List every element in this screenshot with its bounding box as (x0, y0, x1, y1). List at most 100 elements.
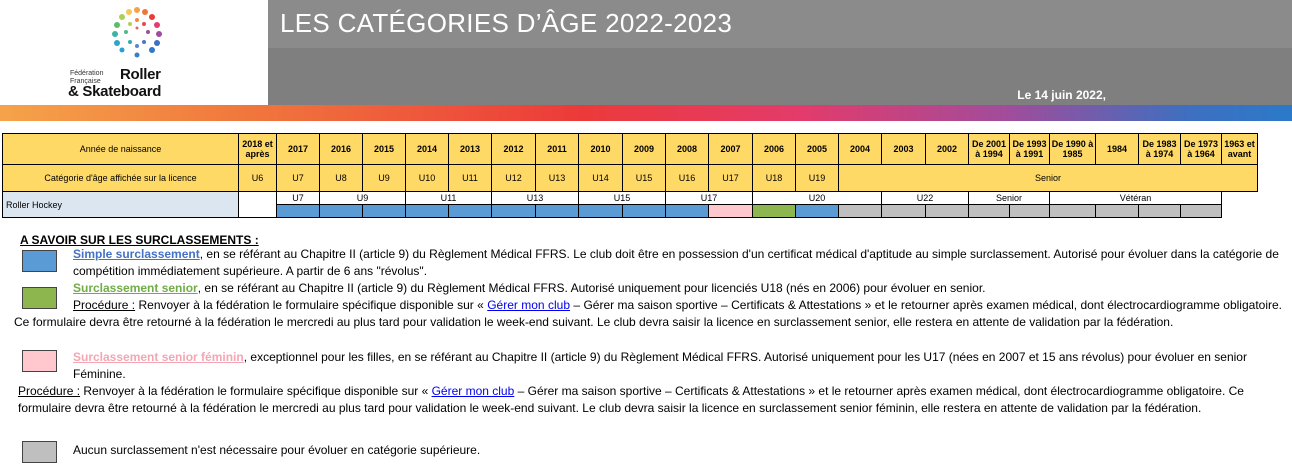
gerer-mon-club-link-2[interactable]: Gérer mon club (431, 384, 515, 398)
year-cell: 2018 et après (238, 133, 277, 165)
hockey-cat: Senior (968, 191, 1050, 205)
gerer-mon-club-link[interactable]: Gérer mon club (487, 298, 571, 312)
year-cell: 2003 (881, 133, 926, 165)
note-feminin: Surclassement senior féminin, exceptionn… (73, 350, 1247, 381)
category-cell: U6 (238, 164, 277, 192)
notes-heading: A SAVOIR SUR LES SURCLASSEMENTS : (20, 233, 259, 247)
hockey-cat: U11 (405, 191, 492, 205)
surclassement-feminin-link[interactable]: Surclassement senior féminin (73, 350, 244, 364)
hockey-cat: U22 (881, 191, 969, 205)
year-cell: 2014 (405, 133, 449, 165)
year-cell: 2004 (838, 133, 882, 165)
year-cell: 2017 (276, 133, 320, 165)
note-senior: Surclassement senior, en se référant au … (73, 281, 986, 295)
hockey-cat: U15 (578, 191, 666, 205)
swatch-cell (535, 204, 579, 218)
sport-label: Roller Hockey (2, 191, 239, 218)
category-row: Catégorie d'âge affichée sur la licence … (2, 164, 1258, 192)
swatch-cell (1180, 204, 1222, 218)
year-cell: 2007 (708, 133, 753, 165)
hockey-cat: U9 (319, 191, 406, 205)
category-cell: U16 (665, 164, 709, 192)
logo-roller-text: Roller (120, 66, 161, 83)
swatch-cell (1138, 204, 1181, 218)
year-cell: De 1983 à 1974 (1138, 133, 1181, 165)
legend-swatch-feminin (22, 350, 57, 372)
legend-swatch-none (22, 441, 57, 463)
header-banner: LES CATÉGORIES D’ÂGE 2022-2023 Le 14 jui… (268, 0, 1292, 105)
surclassement-senior-link[interactable]: Surclassement senior (73, 281, 198, 295)
note-feminin-procedure: Procédure : Renvoyer à la fédération le … (18, 384, 1244, 415)
swatch-cell (578, 204, 623, 218)
swatch-cell (622, 204, 666, 218)
hockey-cell (238, 191, 277, 218)
year-cell: 2016 (319, 133, 363, 165)
category-cell: U18 (752, 164, 796, 192)
swatch-cell (1009, 204, 1050, 218)
legend-swatch-senior (22, 287, 57, 309)
ffrs-logo: Fédération Française Roller & Skateboard (60, 0, 270, 105)
year-cell: 2015 (362, 133, 406, 165)
year-cell: 2013 (448, 133, 492, 165)
hockey-cat: U7 (276, 191, 320, 205)
note-none: Aucun surclassement n'est nécessaire pou… (73, 443, 481, 457)
year-cell: 1984 (1095, 133, 1139, 165)
category-cell: U12 (491, 164, 536, 192)
year-cell: De 1990 à 1985 (1049, 133, 1096, 165)
year-cell: 2005 (795, 133, 839, 165)
category-cell: U9 (362, 164, 406, 192)
year-cell: 2012 (491, 133, 536, 165)
birth-year-label: Année de naissance (2, 133, 239, 165)
logo-dots-icon (112, 7, 162, 58)
swatch-cell (708, 204, 753, 218)
year-cell: 2008 (665, 133, 709, 165)
year-cell: 2010 (578, 133, 623, 165)
swatch-cell (838, 204, 882, 218)
hockey-cat: Vétéran (1049, 191, 1222, 205)
roller-hockey-color-row (3, 204, 1258, 218)
note-simple: Simple surclassement, en se référant au … (73, 247, 1279, 278)
color-gradient-band (0, 105, 1292, 121)
year-cell: De 1993 à 1991 (1009, 133, 1050, 165)
logo-skateboard-text: & Skateboard (68, 83, 162, 100)
simple-surclassement-link[interactable]: Simple surclassement (73, 247, 200, 261)
category-cell: U17 (708, 164, 753, 192)
swatch-cell (491, 204, 536, 218)
hockey-cat: U17 (665, 191, 753, 205)
swatch-cell (752, 204, 796, 218)
category-cell: U7 (276, 164, 320, 192)
page-title: LES CATÉGORIES D’ÂGE 2022-2023 (280, 8, 733, 38)
swatch-cell (448, 204, 492, 218)
category-cell: U11 (448, 164, 492, 192)
swatch-cell (319, 204, 363, 218)
roller-hockey-label-row: Roller Hockey U7 U9 U11 U13 U15 U17 U20 … (2, 191, 1258, 218)
swatch-cell (665, 204, 709, 218)
year-cell: 2011 (535, 133, 579, 165)
document-date: Le 14 juin 2022, (1017, 88, 1106, 102)
swatch-cell (968, 204, 1010, 218)
swatch-cell (405, 204, 449, 218)
year-cell: De 2001 à 1994 (968, 133, 1010, 165)
swatch-cell (1095, 204, 1139, 218)
hockey-cat: U13 (491, 191, 579, 205)
year-cell: 2002 (925, 133, 969, 165)
year-cell: De 1973 à 1964 (1180, 133, 1222, 165)
birth-year-row: Année de naissance 2018 et après 2017 20… (2, 133, 1258, 165)
category-label: Catégorie d'âge affichée sur la licence (2, 164, 239, 192)
year-cell: 2009 (622, 133, 666, 165)
swatch-cell (362, 204, 406, 218)
category-cell: U10 (405, 164, 449, 192)
swatch-cell (925, 204, 969, 218)
swatch-cell (881, 204, 926, 218)
note-senior-procedure: Procédure : Renvoyer à la fédération le … (14, 298, 1283, 329)
category-cell: U13 (535, 164, 579, 192)
category-cell: U15 (622, 164, 666, 192)
year-cell: 2006 (752, 133, 796, 165)
swatch-cell (1049, 204, 1096, 218)
category-cell: U19 (795, 164, 839, 192)
swatch-cell (795, 204, 839, 218)
year-cell: 1963 et avant (1221, 133, 1258, 165)
age-categories-table: Année de naissance 2018 et après 2017 20… (2, 133, 1258, 218)
hockey-cat: U20 (752, 191, 882, 205)
legend-swatch-simple (22, 250, 57, 272)
